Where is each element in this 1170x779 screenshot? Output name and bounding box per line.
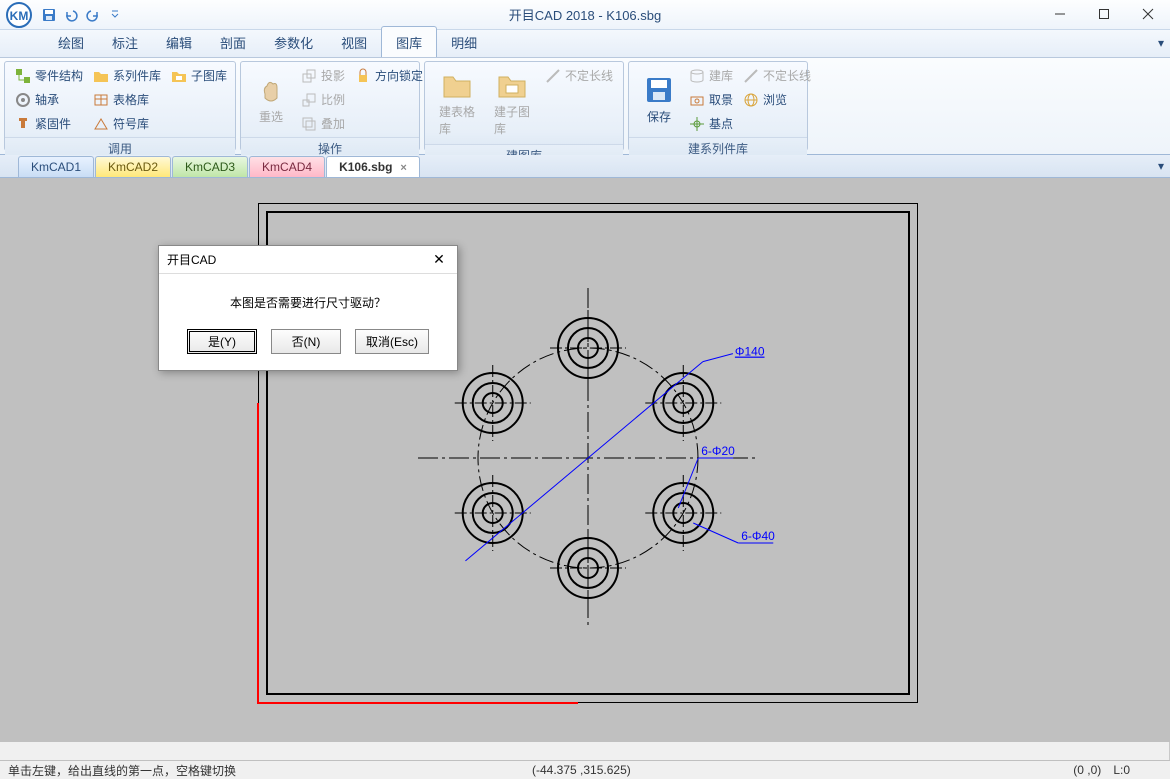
folder-icon [93,68,109,84]
crosshair-icon [689,116,705,132]
menu-tab-draw[interactable]: 绘图 [44,27,98,57]
camera-icon [689,92,705,108]
rb-part-structure[interactable]: 零件结构 [11,65,87,86]
qat-dropdown-icon[interactable] [106,6,124,24]
rb-dirlock[interactable]: 方向锁定 [351,65,427,86]
menu-tab-section[interactable]: 剖面 [206,27,260,57]
folder-sub-icon [496,69,528,101]
file-tabs: KmCAD1 KmCAD2 KmCAD3 KmCAD4 K106.sbg× ▾ [0,155,1170,178]
rb-buildlib2: 建库 [685,65,737,86]
status-layer: L:0 [1113,763,1130,777]
rb-reselect: 重选 [247,65,295,134]
lock-icon [355,68,371,84]
ribbon-group-buildlib: 建表格库 建子图库 不定长线 建图库 [424,61,624,151]
undo-icon[interactable] [62,6,80,24]
rb-fastener[interactable]: 紧固件 [11,113,87,134]
bolt-icon [15,116,31,132]
svg-text:6-Φ20: 6-Φ20 [701,444,735,458]
rb-projection: 投影 [297,65,349,86]
rb-varline2: 不定长线 [739,65,815,86]
file-tab[interactable]: KmCAD4 [249,156,325,177]
svg-text:KM: KM [10,9,29,23]
menu-tab-library[interactable]: 图库 [381,26,437,57]
rb-bearing[interactable]: 轴承 [11,89,87,110]
db-icon [689,68,705,84]
hand-icon [255,74,287,106]
menu-tab-annotate[interactable]: 标注 [98,27,152,57]
rb-build-tablelib: 建表格库 [431,65,484,141]
rb-table-lib[interactable]: 表格库 [89,89,165,110]
rb-save[interactable]: 保存 [635,65,683,134]
ribbon-group-operate: 重选 投影 比例 叠加 方向锁定 操作 [240,61,420,151]
file-tab[interactable]: KmCAD3 [172,156,248,177]
rb-overlay: 叠加 [297,113,349,134]
globe-icon [743,92,759,108]
title-bar: KM 开目CAD 2018 - K106.sbg [0,0,1170,30]
rb-basepoint[interactable]: 基点 [685,113,737,134]
overlay-icon [301,116,317,132]
tree-icon [15,68,31,84]
menu-row: 绘图 标注 编辑 剖面 参数化 视图 图库 明细 ▾ [0,30,1170,58]
ribbon-group-serieslib: 保存 建库 取景 基点 不定长线 浏览 建系列件库 [628,61,808,151]
file-tab-active[interactable]: K106.sbg× [326,156,420,177]
dialog-no-button[interactable]: 否(N) [271,329,341,354]
dialog-cancel-button[interactable]: 取消(Esc) [355,329,429,354]
projection-icon [301,68,317,84]
window-title: 开目CAD 2018 - K106.sbg [509,5,661,24]
dialog-title-text: 开目CAD [167,251,216,268]
close-button[interactable] [1126,0,1170,28]
rb-sub-lib[interactable]: 子图库 [167,65,231,86]
rb-build-sublib: 建子图库 [486,65,539,141]
app-logo[interactable]: KM [4,0,34,30]
tabs-dropdown-icon[interactable]: ▾ [1158,159,1164,173]
status-coords: (-44.375 ,315.625) [524,761,639,779]
dialog-message: 本图是否需要进行尺寸驱动？ [175,294,441,311]
dialog-titlebar[interactable]: 开目CAD ✕ [159,246,457,274]
quick-access-toolbar [40,6,124,24]
status-bar-lower: 单击左键，给出直线的第一点，空格键切换 (-44.375 ,315.625) (… [0,760,1170,779]
scale-icon [301,92,317,108]
ribbon-group-call: 零件结构 轴承 紧固件 系列件库 表格库 符号库 子图库 调用 [4,61,236,151]
menu-tab-edit[interactable]: 编辑 [152,27,206,57]
folder-big-icon [441,69,473,101]
status-origin: (0 ,0) [1073,763,1101,777]
dialog-yes-button[interactable]: 是(Y) [187,329,257,354]
rb-capture[interactable]: 取景 [685,89,737,110]
line-icon [743,68,759,84]
file-tab[interactable]: KmCAD2 [95,156,171,177]
rb-symbol-lib[interactable]: 符号库 [89,113,165,134]
rb-scale: 比例 [297,89,349,110]
menu-tab-view[interactable]: 视图 [327,27,381,57]
status-bar-upper [0,741,1170,760]
ribbon: 零件结构 轴承 紧固件 系列件库 表格库 符号库 子图库 调用 重选 投影 比 [0,58,1170,155]
menu-tab-parametric[interactable]: 参数化 [260,27,327,57]
svg-text:Φ140: Φ140 [735,345,765,359]
window-controls [1038,0,1170,28]
rb-series-lib[interactable]: 系列件库 [89,65,165,86]
file-tab[interactable]: KmCAD1 [18,156,94,177]
rb-browse[interactable]: 浏览 [739,89,815,110]
save-icon[interactable] [40,6,58,24]
line-icon [545,68,561,84]
subfolder-icon [171,68,187,84]
maximize-button[interactable] [1082,0,1126,28]
dialog-close-button[interactable]: ✕ [429,250,449,270]
menu-dropdown-icon[interactable]: ▾ [1158,36,1164,50]
rb-varline1: 不定长线 [541,65,617,86]
svg-text:6-Φ40: 6-Φ40 [741,529,775,543]
status-hint: 单击左键，给出直线的第一点，空格键切换 [0,761,244,779]
save-big-icon [643,74,675,106]
redo-icon[interactable] [84,6,102,24]
menu-tab-detail[interactable]: 明细 [437,27,491,57]
symbol-icon [93,116,109,132]
table-icon [93,92,109,108]
bearing-icon [15,92,31,108]
minimize-button[interactable] [1038,0,1082,28]
tab-close-icon[interactable]: × [400,162,406,174]
dialog-dimension-drive: 开目CAD ✕ 本图是否需要进行尺寸驱动？ 是(Y) 否(N) 取消(Esc) [158,245,458,371]
